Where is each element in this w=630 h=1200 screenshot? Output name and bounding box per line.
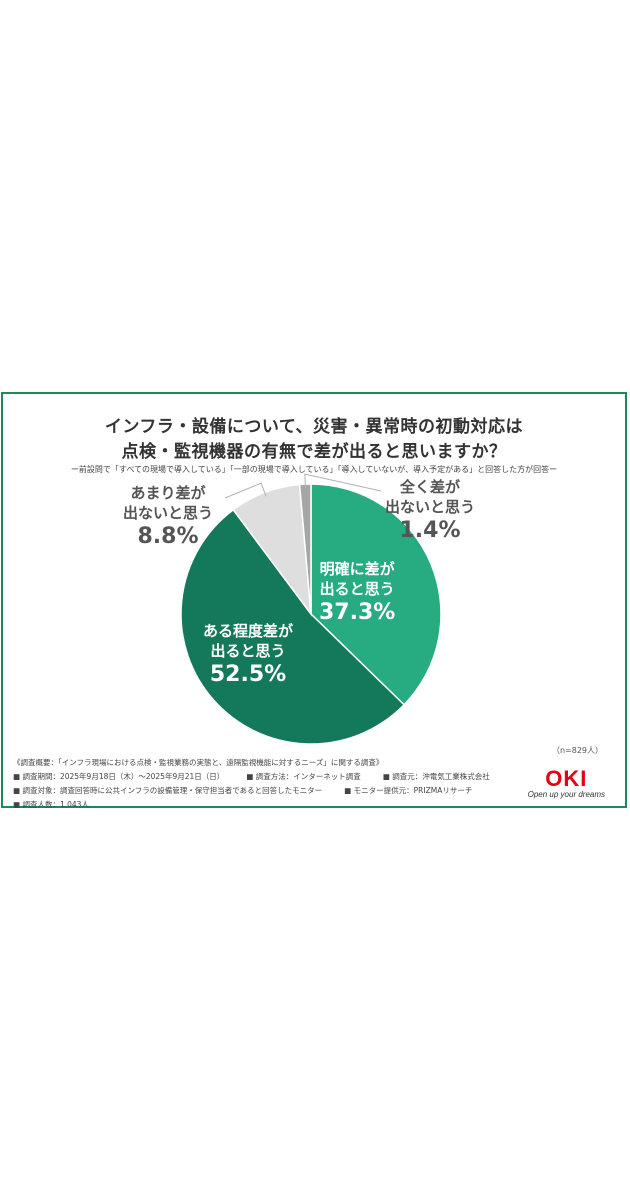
logo-tagline: Open up your dreams (527, 790, 605, 799)
slice-label-clearly: 明確に差が 出ると思う 37.3% (319, 560, 396, 625)
chart-title-line2: 点検・監視機器の有無で差が出ると思いますか？ (121, 442, 507, 462)
survey-target: ■ 調査対象：調査回答時に公共インフラの設備管理・保守担当者であると回答したモニ… (13, 786, 323, 795)
slice-label-somewhat: ある程度差が 出ると思う 52.5% (203, 622, 294, 687)
survey-method: ■ 調査方法：インターネット調査 (246, 772, 361, 781)
pie-slice-somewhat (180, 508, 406, 745)
slice-label-not-much: あまり差が 出ないと思う 8.8% (123, 484, 214, 549)
chart-subtitle: ー前設問で「すべての現場で導入している」「一部の現場で導入している」「導入してい… (70, 465, 558, 474)
survey-row-1: ■ 調査期間：2025年9月18日（木）〜2025年9月21日（日） ■ 調査方法… (13, 770, 512, 784)
chart-card: インフラ・設備について、災害・異常時の初動対応は 点検・監視機器の有無で差が出る… (1, 392, 627, 809)
survey-name: 《調査概要：「インフラ現場における点検・監視業務の実態と、遠隔監視機能に対するニ… (13, 758, 384, 767)
leader-line-not-at-all (304, 473, 382, 492)
survey-period: ■ 調査期間：2025年9月18日（木）〜2025年9月21日（日） (13, 772, 225, 781)
survey-row-2: ■ 調査対象：調査回答時に公共インフラの設備管理・保守担当者であると回答したモニ… (13, 784, 512, 798)
chart-title-line1: インフラ・設備について、災害・異常時の初動対応は (104, 417, 524, 437)
logo-brand: OKI (545, 766, 588, 791)
survey-source: ■ 調査元：沖電気工業株式会社 (382, 772, 490, 781)
slice-label-not-at-all: 全く差が 出ないと思う 1.4% (385, 478, 476, 543)
oki-logo: OKI Open up your dreams (527, 766, 605, 800)
survey-notes: 《調査概要：「インフラ現場における点検・監視業務の実態と、遠隔監視機能に対するニ… (13, 756, 512, 812)
leader-line-not-much (224, 482, 267, 499)
survey-provider: ■ モニター提供元：PRIZMAリサーチ (344, 786, 473, 795)
pie-slice-clearly (310, 483, 442, 706)
pie-chart (180, 473, 442, 745)
sample-size: （n=829人） (551, 746, 603, 755)
survey-count: ■ 調査人数：1,043人 (13, 800, 89, 809)
